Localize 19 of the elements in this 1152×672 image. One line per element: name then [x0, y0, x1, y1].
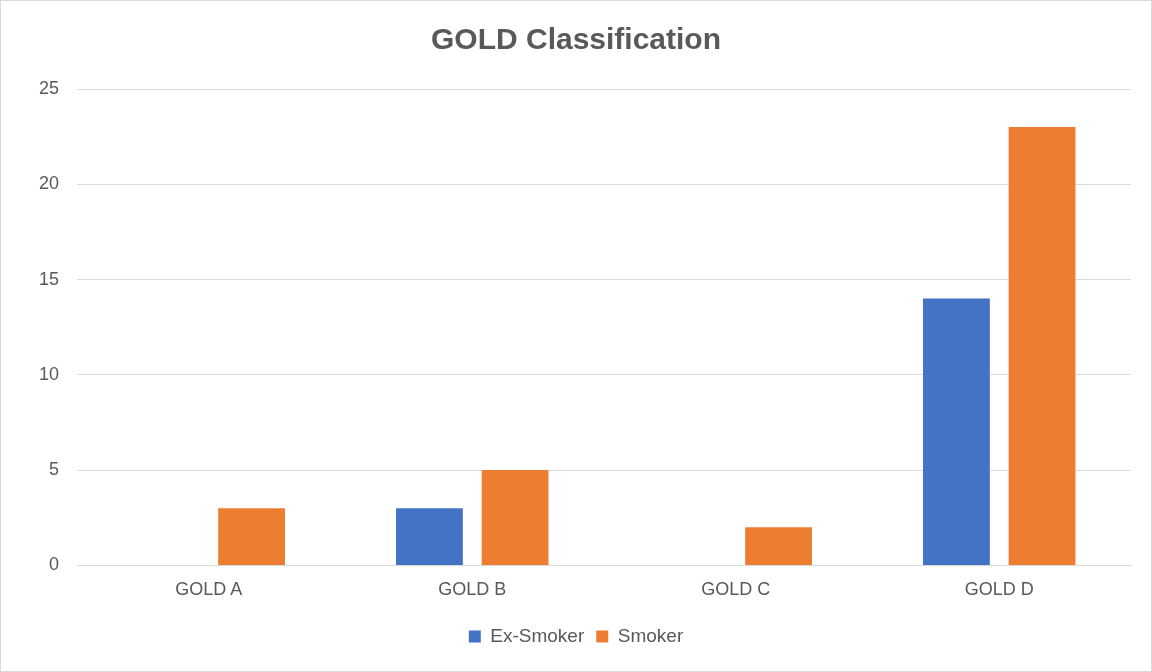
- bar: [745, 527, 812, 565]
- bar: [1008, 127, 1076, 565]
- x-tick-label: GOLD B: [438, 579, 507, 600]
- chart-title: GOLD Classification: [430, 22, 722, 56]
- y-tick-label: 10: [38, 363, 60, 384]
- x-tick-label: GOLD C: [701, 579, 771, 600]
- legend-label: Smoker: [617, 624, 684, 646]
- y-tick-label: 20: [38, 173, 60, 194]
- bar: [218, 508, 285, 565]
- legend-label: Ex-Smoker: [490, 624, 585, 646]
- bar: [396, 508, 463, 565]
- y-tick-label: 0: [49, 554, 60, 575]
- x-tick-label: GOLD A: [175, 579, 243, 600]
- y-tick-label: 15: [38, 268, 60, 289]
- y-tick-label: 5: [49, 459, 60, 480]
- bar: [923, 298, 990, 565]
- y-tick-label: 25: [38, 77, 60, 98]
- bar: [481, 470, 549, 565]
- x-tick-label: GOLD D: [964, 579, 1034, 600]
